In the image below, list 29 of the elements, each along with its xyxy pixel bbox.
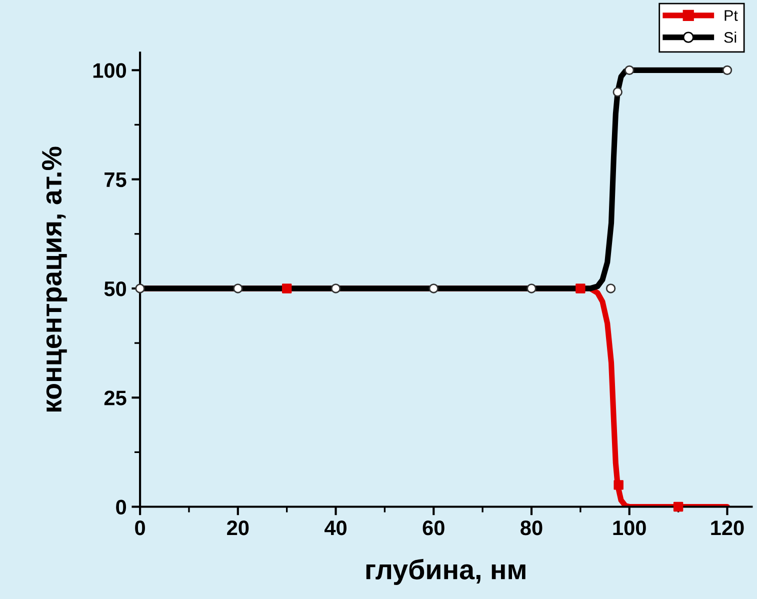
x-tick-label: 20 <box>227 520 249 536</box>
point <box>330 284 341 294</box>
x-tick-label: 80 <box>520 520 542 536</box>
point <box>673 502 684 512</box>
point <box>624 65 634 76</box>
y-tick-label: 0 <box>116 500 126 515</box>
x-tick-label: 40 <box>324 520 347 536</box>
legend-label: Si <box>724 32 736 43</box>
point <box>612 87 622 97</box>
y-tick-label: 75 <box>104 172 126 188</box>
y-tick-label: 50 <box>104 281 126 296</box>
point <box>614 480 624 490</box>
x-axis-title: глубина, нм <box>366 558 526 585</box>
point <box>526 284 536 294</box>
x-tick-label: 120 <box>711 520 744 536</box>
x-tick-label: 100 <box>613 520 646 536</box>
point <box>576 284 586 294</box>
y-tick-label: 25 <box>104 390 126 406</box>
y-axis-title: концентрация, ат.% <box>42 146 68 412</box>
point <box>428 284 438 294</box>
point <box>135 284 145 294</box>
x-tick-label: 0 <box>135 520 145 536</box>
point <box>233 284 243 294</box>
point <box>282 284 292 294</box>
point <box>606 284 616 294</box>
legend-label: Pt <box>724 10 738 21</box>
point <box>722 65 732 76</box>
x-tick-label: 60 <box>422 520 444 536</box>
y-tick-label: 100 <box>93 63 126 78</box>
